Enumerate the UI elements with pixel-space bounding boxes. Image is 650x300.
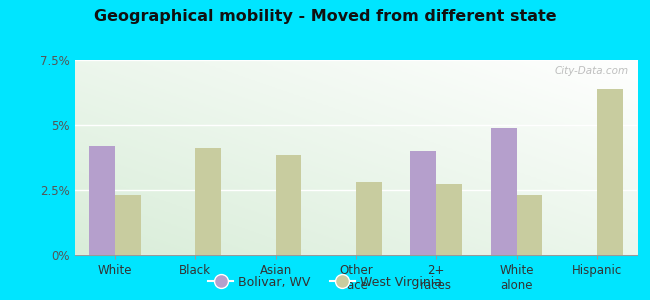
Bar (411, 151, 436, 255)
Text: City-Data.com: City-Data.com (554, 66, 629, 76)
Bar (436, 184, 462, 255)
Bar (491, 128, 517, 255)
Text: Geographical mobility - Moved from different state: Geographical mobility - Moved from diffe… (94, 9, 556, 24)
Bar (517, 195, 542, 255)
Bar (276, 155, 301, 255)
Bar (89, 146, 115, 255)
Legend: Bolivar, WV, West Virginia: Bolivar, WV, West Virginia (203, 271, 447, 294)
Bar (195, 148, 221, 255)
Bar (115, 195, 140, 255)
Bar (356, 182, 382, 255)
Bar (597, 88, 623, 255)
